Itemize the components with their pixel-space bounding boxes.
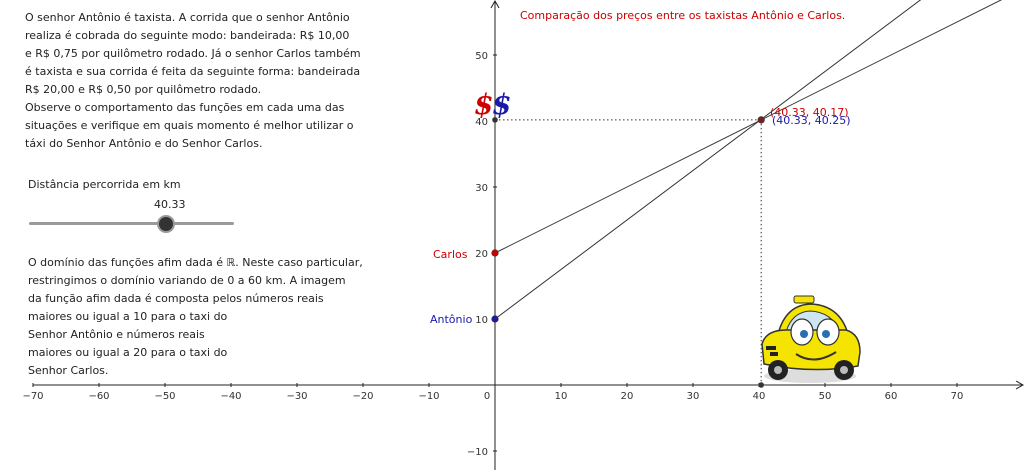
point-y-projection (492, 117, 498, 123)
x-tick-label: −50 (154, 391, 175, 402)
domain-line: Senhor Antônio e números reais (28, 328, 205, 341)
x-tick-label: 30 (687, 391, 700, 402)
x-tick-label: −20 (352, 391, 373, 402)
point-intersection (757, 116, 765, 124)
intro-line: táxi do Senhor Antônio e do Senhor Carlo… (25, 137, 263, 150)
x-tick-label: −30 (286, 391, 307, 402)
slider-label: Distância percorrida em km (28, 178, 181, 191)
x-tick-label: 0 (484, 391, 490, 402)
function-lines (494, 0, 1003, 320)
tick-labels: −70 −60 −50 −40 −30 −20 −10 0 10 20 30 40 50 60 70 −10 1… (22, 51, 963, 458)
y-tick-label: 50 (475, 51, 488, 62)
y-tick-label: 30 (475, 183, 488, 194)
x-tick-label: 60 (885, 391, 898, 402)
domain-line: O domínio das funções afim dada é ℝ. Nes… (28, 256, 363, 269)
domain-text: O domínio das funções afim dada é ℝ. Nes… (28, 254, 363, 380)
x-tick-label: 40 (753, 391, 766, 402)
x-tick-label: −70 (22, 391, 43, 402)
antonio-label: Antônio (430, 313, 473, 326)
point-antonio-start (491, 315, 499, 323)
intro-line: Observe o comportamento das funções em c… (25, 101, 345, 114)
y-tick-label: 10 (475, 315, 488, 326)
point-carlos-start (491, 249, 499, 257)
y-tick-label: 40 (475, 117, 488, 128)
guide-lines (495, 119, 762, 385)
x-tick-label: 10 (555, 391, 568, 402)
intro-line: realiza é cobrada do seguinte modo: band… (25, 29, 350, 42)
carlos-label: Carlos (433, 248, 468, 261)
domain-line: restringimos o domínio variando de 0 a 6… (28, 274, 346, 287)
x-tick-label: 20 (621, 391, 634, 402)
taxi-cartoon-icon (761, 295, 861, 383)
intro-line: e R$ 0,75 por quilômetro rodado. Já o se… (25, 47, 361, 60)
dollar-antonio-icon: $ (492, 88, 512, 121)
intro-line: R$ 20,00 e R$ 0,50 por quilômetro rodado… (25, 83, 262, 96)
intersection-point-antonio: (40.33, 40.25) (772, 114, 851, 127)
x-axis-arrow (1015, 380, 1025, 390)
y-tick-label: −10 (467, 447, 488, 458)
distance-slider-handle[interactable] (157, 215, 175, 233)
x-tick-label: −40 (220, 391, 241, 402)
domain-line: da função afim dada é composta pelos núm… (28, 292, 324, 305)
x-tick-label: −60 (88, 391, 109, 402)
marked-points (491, 116, 765, 388)
chart-title: Comparação dos preços entre os taxistas … (520, 9, 846, 22)
intro-line: O senhor Antônio é taxista. A corrida qu… (25, 11, 350, 24)
x-tick-label: −10 (418, 391, 439, 402)
domain-line: Senhor Carlos. (28, 364, 109, 377)
domain-line: maiores ou igual a 10 para o taxi do (28, 310, 228, 323)
y-axis-arrow (490, 0, 500, 9)
intersection-point-carlos: (40.33, 40.17) (770, 106, 849, 119)
line-antonio (494, 0, 922, 320)
intro-line: situações e verifique em quais momento é… (25, 119, 354, 132)
slider-value: 40.33 (154, 198, 186, 211)
dollar-carlos-icon: $ (474, 88, 494, 121)
x-tick-label: 70 (951, 391, 964, 402)
line-carlos (494, 0, 1003, 254)
y-tick-label: 20 (475, 249, 488, 260)
intro-text: O senhor Antônio é taxista. A corrida qu… (25, 9, 361, 153)
x-tick-label: 50 (819, 391, 832, 402)
domain-line: maiores ou igual a 20 para o taxi do (28, 346, 228, 359)
point-x-projection (758, 382, 764, 388)
intro-line: é taxista e sua corrida é feita da segui… (25, 65, 361, 78)
distance-slider-track[interactable] (29, 222, 234, 225)
